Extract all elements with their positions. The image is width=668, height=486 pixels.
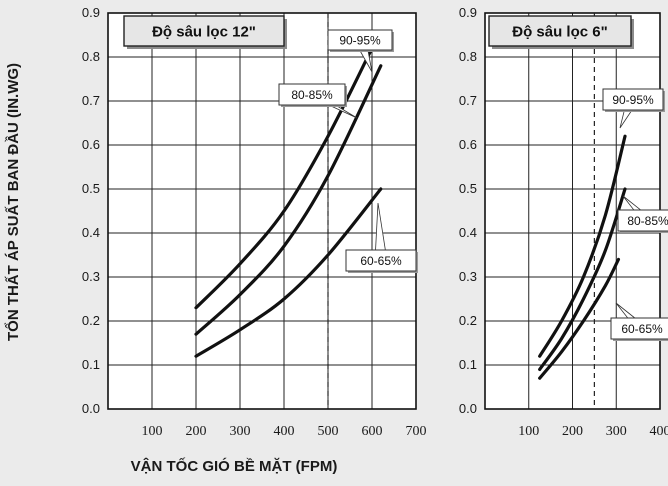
x-tick-label: 400	[274, 424, 295, 439]
y-tick-label: 0.7	[82, 93, 100, 108]
x-tick-label: 400	[650, 424, 668, 439]
callout-box	[345, 249, 417, 272]
y-tick-label: 0.6	[459, 137, 477, 152]
y-tick-label: 0.1	[459, 357, 477, 372]
callout-box	[617, 209, 668, 232]
callout-box	[327, 29, 393, 51]
x-tick-label: 500	[318, 424, 339, 439]
callout-box	[278, 83, 346, 106]
x-tick-label: 200	[186, 424, 207, 439]
series-label: 60-65%	[360, 254, 402, 268]
y-tick-label: 0.9	[459, 5, 477, 20]
y-tick-label: 0.3	[459, 269, 477, 284]
y-tick-label: 0.8	[82, 49, 100, 64]
y-tick-label: 0.7	[459, 93, 477, 108]
series-line	[194, 64, 383, 336]
title-box	[488, 15, 632, 47]
x-tick-label: 700	[406, 424, 427, 439]
x-tick-label: 600	[362, 424, 383, 439]
y-tick-label: 0.5	[82, 181, 100, 196]
series-line	[538, 134, 627, 358]
y-tick-label: 0.1	[82, 357, 100, 372]
chart-title: Độ sâu lọc 12"	[152, 24, 256, 41]
callout-box	[610, 317, 668, 340]
x-tick-label: 100	[142, 424, 163, 439]
x-axis-label: VẬN TỐC GIÓ BỀ MẶT (FPM)	[131, 457, 338, 475]
y-tick-label: 0.8	[459, 49, 477, 64]
series-line	[194, 187, 383, 358]
y-tick-label: 0.4	[459, 225, 477, 240]
series-label: 80-85%	[627, 214, 668, 228]
series-label: 60-65%	[621, 322, 663, 336]
y-tick-label: 0.9	[82, 5, 100, 20]
plot-area	[108, 13, 416, 409]
series-label: 90-95%	[612, 93, 654, 107]
y-tick-label: 0.2	[82, 313, 100, 328]
series-line	[538, 187, 627, 371]
series-label: 80-85%	[291, 88, 333, 102]
y-axis-label: TỔN THẤT ÁP SUẤT BAN ĐẦU (IN.WG)	[4, 63, 22, 341]
x-tick-label: 100	[518, 424, 539, 439]
x-tick-label: 300	[230, 424, 251, 439]
chart-title: Độ sâu lọc 6"	[512, 24, 607, 41]
series-line	[538, 257, 621, 380]
y-tick-label: 0.5	[459, 181, 477, 196]
y-tick-label: 0.0	[459, 401, 477, 416]
y-tick-label: 0.2	[459, 313, 477, 328]
y-tick-label: 0.4	[82, 225, 100, 240]
title-box	[123, 15, 285, 47]
callout-box	[602, 88, 664, 111]
x-tick-label: 200	[562, 424, 583, 439]
series-label: 90-95%	[339, 34, 381, 48]
x-tick-label: 300	[606, 424, 627, 439]
y-tick-label: 0.0	[82, 401, 100, 416]
panel-depth-6: 0.0 0.1 0.2 0.3 0.4 0.5 0.6 0.7 0.8 0.9 100 200 300 4…	[459, 5, 668, 439]
panel-depth-12: 0.0 0.1 0.2 0.3 0.4 0.5 0.6 0.7 0.8 0.9 100 200 300 4…	[82, 5, 427, 439]
y-tick-label: 0.6	[82, 137, 100, 152]
y-tick-label: 0.3	[82, 269, 100, 284]
plot-frame	[107, 12, 417, 410]
